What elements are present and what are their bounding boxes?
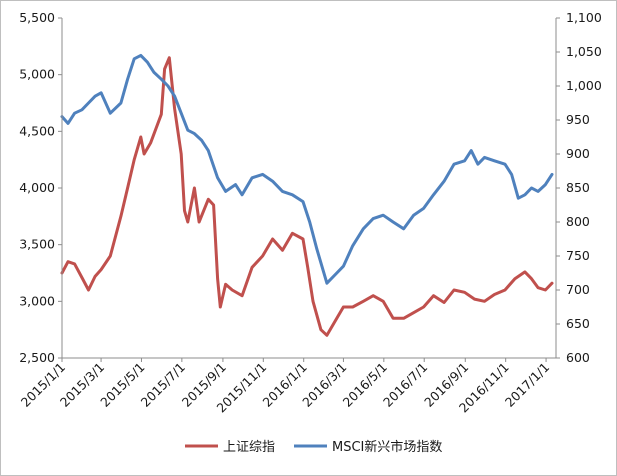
series-line-1	[60, 56, 554, 337]
plot-area	[60, 53, 554, 337]
y-right-tick-label: 1,000	[566, 78, 602, 93]
y-right-tick-label: 600	[566, 350, 590, 365]
y-right-tick-label: 800	[566, 214, 590, 229]
series-line-2	[60, 53, 554, 285]
y-right-tick-label: 950	[566, 112, 590, 127]
y-right-tick-label: 1,050	[566, 44, 602, 59]
x-tick-label: 2017/1/1	[502, 360, 552, 410]
y-left-tick-label: 4,500	[19, 123, 55, 138]
y-left-tick-label: 4,000	[19, 180, 55, 195]
legend-label-2: MSCI新兴市场指数	[332, 439, 442, 455]
y-left-tick-label: 5,500	[19, 10, 55, 25]
y-right-tick-label: 700	[566, 282, 590, 297]
axes: 2,500 3,000 3,500 4,000 4,500 5,000 5,500 600 65…	[18, 10, 602, 415]
y-left-tick-label: 5,000	[19, 67, 55, 82]
legend-label-1: 上证综指	[223, 440, 275, 455]
y-right-tick-label: 650	[566, 316, 590, 331]
y-right-tick-label: 850	[566, 180, 590, 195]
y-right-tick-label: 750	[566, 248, 590, 263]
legend: 上证综指 MSCI新兴市场指数	[185, 439, 442, 455]
y-right-tick-label: 1,100	[566, 10, 602, 25]
y-left-tick-label: 3,500	[19, 237, 55, 252]
y-left-tick-label: 3,000	[19, 293, 55, 308]
y-left-tick-label: 2,500	[19, 350, 55, 365]
y-right-tick-label: 900	[566, 146, 590, 161]
